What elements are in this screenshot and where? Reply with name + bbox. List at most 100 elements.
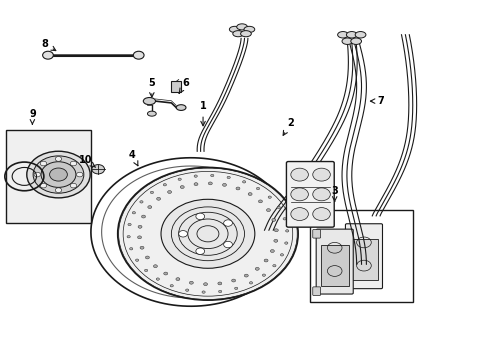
Bar — [171, 81, 181, 92]
Circle shape — [140, 246, 144, 249]
Circle shape — [264, 259, 267, 262]
Text: 9: 9 — [29, 109, 36, 125]
Circle shape — [156, 278, 159, 280]
Circle shape — [40, 183, 46, 188]
Circle shape — [153, 265, 157, 268]
Circle shape — [218, 282, 222, 285]
FancyBboxPatch shape — [312, 229, 320, 238]
Ellipse shape — [232, 31, 243, 37]
Circle shape — [27, 151, 90, 198]
Ellipse shape — [147, 111, 156, 116]
Ellipse shape — [244, 26, 254, 32]
Circle shape — [202, 291, 205, 293]
Circle shape — [161, 199, 254, 268]
Circle shape — [178, 230, 187, 237]
Circle shape — [312, 208, 330, 221]
Circle shape — [255, 267, 259, 270]
Text: 7: 7 — [370, 96, 384, 106]
Circle shape — [270, 249, 274, 252]
Circle shape — [210, 174, 213, 177]
Circle shape — [267, 196, 271, 198]
Circle shape — [272, 265, 275, 267]
Text: 6: 6 — [179, 78, 189, 93]
Circle shape — [137, 236, 141, 239]
Circle shape — [262, 274, 265, 276]
Circle shape — [222, 183, 226, 186]
Ellipse shape — [350, 38, 361, 44]
Circle shape — [180, 186, 184, 189]
Circle shape — [256, 187, 259, 190]
Circle shape — [258, 200, 262, 203]
Text: 8: 8 — [41, 39, 56, 51]
Circle shape — [273, 239, 277, 242]
Circle shape — [141, 215, 145, 218]
Ellipse shape — [133, 51, 144, 59]
Circle shape — [280, 254, 283, 256]
Circle shape — [277, 206, 280, 208]
Circle shape — [144, 269, 147, 271]
Circle shape — [138, 225, 142, 228]
Circle shape — [150, 191, 153, 194]
Circle shape — [290, 208, 308, 221]
Circle shape — [223, 220, 232, 226]
Circle shape — [284, 242, 287, 244]
Circle shape — [274, 229, 278, 232]
Text: 1: 1 — [199, 102, 206, 126]
Circle shape — [283, 218, 285, 220]
Circle shape — [290, 168, 308, 181]
Circle shape — [196, 213, 204, 220]
Ellipse shape — [240, 31, 251, 37]
Circle shape — [236, 187, 240, 190]
Bar — [320, 244, 348, 286]
Circle shape — [185, 289, 188, 291]
Circle shape — [118, 167, 298, 300]
Text: 5: 5 — [148, 78, 155, 97]
Circle shape — [218, 290, 222, 293]
Circle shape — [55, 188, 61, 193]
Circle shape — [285, 230, 288, 232]
FancyBboxPatch shape — [312, 287, 320, 296]
Ellipse shape — [346, 32, 356, 38]
Circle shape — [33, 156, 83, 193]
Text: 4: 4 — [129, 150, 138, 166]
Circle shape — [226, 176, 230, 179]
Ellipse shape — [143, 98, 155, 105]
Circle shape — [223, 241, 232, 248]
Circle shape — [203, 283, 207, 285]
Circle shape — [77, 172, 82, 177]
Circle shape — [196, 248, 204, 255]
Circle shape — [290, 188, 308, 201]
Text: 2: 2 — [283, 118, 294, 135]
Circle shape — [312, 188, 330, 201]
Circle shape — [178, 178, 181, 180]
Bar — [349, 239, 377, 280]
Circle shape — [49, 168, 67, 181]
Circle shape — [40, 161, 46, 166]
Circle shape — [34, 172, 41, 177]
Circle shape — [128, 223, 131, 226]
Text: 3: 3 — [331, 186, 337, 202]
Circle shape — [55, 157, 61, 161]
Bar — [310, 211, 412, 302]
Circle shape — [189, 281, 193, 284]
Circle shape — [194, 175, 197, 177]
Circle shape — [247, 193, 252, 195]
Circle shape — [244, 274, 248, 277]
Circle shape — [231, 279, 235, 282]
Circle shape — [234, 287, 237, 289]
Text: 10: 10 — [79, 155, 95, 167]
Circle shape — [147, 206, 151, 208]
Circle shape — [312, 168, 330, 181]
Circle shape — [266, 209, 270, 212]
FancyBboxPatch shape — [345, 224, 382, 289]
Circle shape — [70, 161, 77, 166]
Circle shape — [163, 184, 166, 186]
Circle shape — [242, 181, 245, 183]
Circle shape — [92, 165, 104, 174]
Circle shape — [135, 259, 139, 261]
Circle shape — [167, 190, 171, 193]
Ellipse shape — [42, 51, 53, 59]
Circle shape — [127, 235, 130, 238]
Circle shape — [41, 162, 76, 187]
Circle shape — [156, 197, 160, 200]
